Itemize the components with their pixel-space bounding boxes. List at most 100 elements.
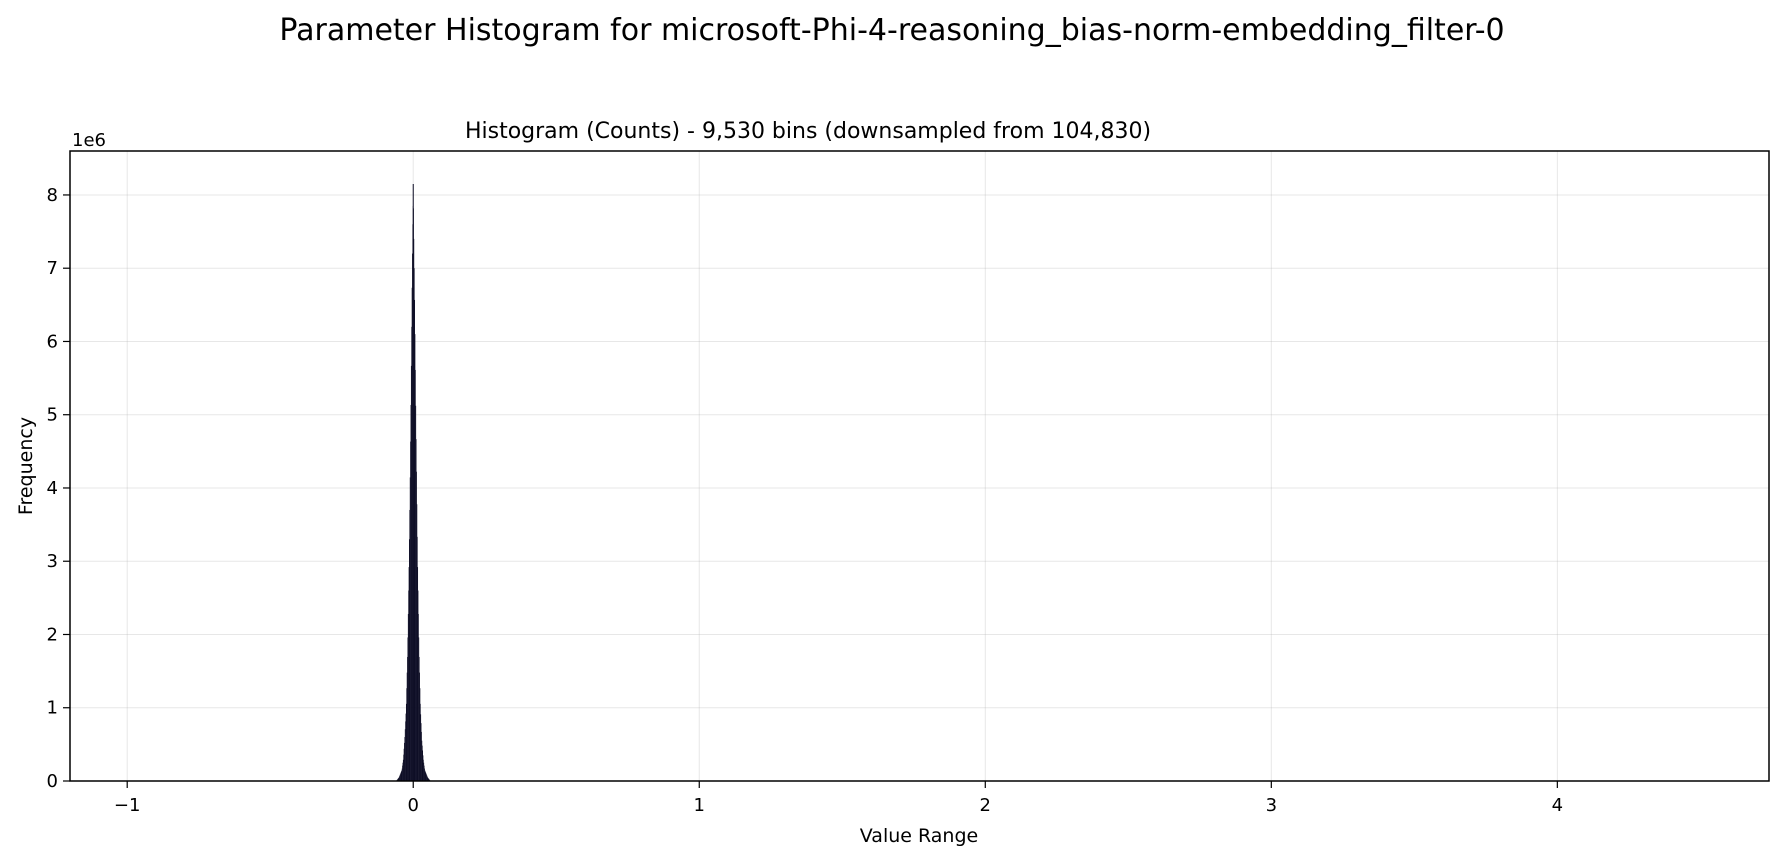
x-axis-label: Value Range xyxy=(860,825,978,847)
histogram-bar xyxy=(407,656,408,781)
histogram-bar xyxy=(419,672,420,781)
histogram-bar xyxy=(425,771,426,781)
plot-frame xyxy=(69,150,1770,782)
histogram-bar xyxy=(411,287,413,781)
y-tick-label: 5 xyxy=(47,405,58,426)
histogram-bar xyxy=(407,613,409,781)
histogram-bar xyxy=(402,765,403,781)
histogram-bar xyxy=(401,771,402,781)
histogram-bar xyxy=(409,509,411,781)
histogram-bar xyxy=(404,737,406,781)
histogram-bar xyxy=(409,477,411,781)
histogram-bar xyxy=(408,590,409,781)
histogram-bar xyxy=(421,731,422,781)
y-offset-label: 1e6 xyxy=(72,130,106,151)
figure-suptitle: Parameter Histogram for microsoft-Phi-4-… xyxy=(279,13,1504,48)
histogram-bar xyxy=(423,762,425,781)
histogram-bar xyxy=(415,369,416,781)
histogram-bar xyxy=(414,299,415,781)
x-tick-label: 3 xyxy=(1266,795,1277,816)
histogram-bar xyxy=(428,778,429,781)
histogram-bar xyxy=(399,774,401,781)
y-tick-label: 7 xyxy=(47,258,58,279)
histogram-bar xyxy=(416,471,417,781)
histogram-bar xyxy=(419,688,421,781)
histogram-bar xyxy=(403,748,405,781)
histogram-bar xyxy=(422,750,423,781)
histogram-bar xyxy=(420,714,422,781)
axes-title: Histogram (Counts) - 9,530 bins (downsam… xyxy=(465,119,1151,144)
histogram-bar xyxy=(426,776,428,781)
histogram-bar xyxy=(422,755,424,781)
histogram-bar xyxy=(417,590,419,781)
x-tick-label: 2 xyxy=(980,795,991,816)
histogram-bar xyxy=(404,742,405,781)
histogram-bar xyxy=(397,778,399,781)
histogram-bar xyxy=(417,536,418,781)
histogram-bar xyxy=(398,777,400,781)
histogram-bar xyxy=(400,772,402,781)
histogram-bar xyxy=(397,778,399,781)
histogram-bar xyxy=(399,776,400,781)
grid-lines xyxy=(70,151,1769,782)
histogram-bar xyxy=(399,775,401,781)
histogram-bar xyxy=(427,777,429,781)
histogram-bar xyxy=(398,777,399,781)
histogram-bar xyxy=(407,637,409,781)
histogram-bar xyxy=(423,765,425,781)
histogram-bar xyxy=(428,778,430,781)
y-tick-label: 4 xyxy=(47,478,58,499)
histogram-bar xyxy=(402,759,404,781)
histogram-bar xyxy=(424,770,426,781)
histogram-bar xyxy=(413,268,415,781)
histogram-bar xyxy=(402,762,404,781)
histogram-bar xyxy=(413,238,415,781)
histogram-bar xyxy=(420,723,422,781)
histogram-bar xyxy=(424,768,425,781)
histogram-bar xyxy=(406,672,408,781)
y-tick-label: 3 xyxy=(47,551,58,572)
histogram-bar xyxy=(422,745,423,781)
y-tick-label: 2 xyxy=(47,624,58,645)
y-tick-label: 6 xyxy=(47,331,58,352)
histogram-bar xyxy=(420,703,421,781)
histogram-bar xyxy=(428,779,430,781)
histogram-bar xyxy=(427,777,428,781)
y-tick-label: 1 xyxy=(47,698,58,719)
histogram-bar xyxy=(426,774,427,781)
x-tick-label: 1 xyxy=(694,795,705,816)
histogram-bar xyxy=(418,637,420,781)
histogram-bar xyxy=(405,713,407,781)
x-tick-label: 4 xyxy=(1552,795,1563,816)
histogram-bar xyxy=(412,253,413,782)
histogram-bar xyxy=(418,613,419,781)
histogram-bar xyxy=(415,405,417,781)
histogram-bar xyxy=(405,703,407,781)
histogram-bar xyxy=(411,326,412,781)
y-axis: 0 1 2 3 4 5 6 7 8 xyxy=(47,185,70,792)
histogram-bar xyxy=(410,441,411,781)
histogram-bar xyxy=(404,729,406,781)
histogram-bar xyxy=(405,721,406,781)
histogram-bar xyxy=(397,779,398,781)
histogram-bar xyxy=(403,754,404,781)
histogram-bars xyxy=(396,183,431,782)
y-tick-label: 0 xyxy=(47,771,58,792)
histogram-bar xyxy=(415,439,417,781)
histogram-bar xyxy=(406,688,407,781)
x-axis: −1 0 1 2 3 4 xyxy=(114,781,1563,816)
histogram-bar xyxy=(410,365,412,781)
y-tick-label: 8 xyxy=(47,185,58,206)
histogram-bar xyxy=(423,759,424,781)
x-tick-label: 0 xyxy=(408,795,419,816)
histogram-bar xyxy=(421,740,423,781)
histogram-bar xyxy=(410,404,412,781)
x-tick-label: −1 xyxy=(114,795,141,816)
histogram-bar xyxy=(425,772,427,781)
histogram-bar xyxy=(425,773,427,781)
histogram-bar xyxy=(409,539,410,781)
y-axis-label: Frequency xyxy=(15,417,37,515)
histogram-bar xyxy=(400,773,401,781)
histogram-bar xyxy=(414,334,416,781)
